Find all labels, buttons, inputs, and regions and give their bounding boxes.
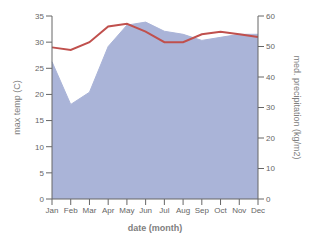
svg-text:30: 30 xyxy=(35,38,44,47)
svg-text:10: 10 xyxy=(35,143,44,152)
svg-text:Sep: Sep xyxy=(195,206,210,215)
svg-text:Apr: Apr xyxy=(102,206,115,215)
svg-text:0: 0 xyxy=(40,195,45,204)
svg-text:10: 10 xyxy=(266,164,275,173)
svg-text:Jun: Jun xyxy=(139,206,152,215)
svg-text:max temp (C): max temp (C) xyxy=(12,80,22,135)
svg-text:Dec: Dec xyxy=(251,206,265,215)
svg-text:0: 0 xyxy=(266,195,271,204)
svg-text:60: 60 xyxy=(266,12,275,21)
svg-text:Jan: Jan xyxy=(46,206,59,215)
svg-text:Aug: Aug xyxy=(176,206,190,215)
svg-text:May: May xyxy=(119,206,134,215)
svg-text:35: 35 xyxy=(35,12,44,21)
svg-text:date (month): date (month) xyxy=(128,223,183,233)
svg-text:20: 20 xyxy=(266,134,275,143)
svg-text:20: 20 xyxy=(35,90,44,99)
svg-text:Feb: Feb xyxy=(64,206,78,215)
svg-text:Jul: Jul xyxy=(159,206,169,215)
svg-text:25: 25 xyxy=(35,64,44,73)
svg-text:med. precipitation (kg/m2): med. precipitation (kg/m2) xyxy=(292,55,302,159)
svg-text:Nov: Nov xyxy=(232,206,246,215)
svg-text:Oct: Oct xyxy=(214,206,227,215)
svg-text:5: 5 xyxy=(40,169,45,178)
svg-text:50: 50 xyxy=(266,42,275,51)
svg-text:30: 30 xyxy=(266,103,275,112)
svg-text:15: 15 xyxy=(35,116,44,125)
svg-text:Mar: Mar xyxy=(83,206,97,215)
svg-text:40: 40 xyxy=(266,73,275,82)
